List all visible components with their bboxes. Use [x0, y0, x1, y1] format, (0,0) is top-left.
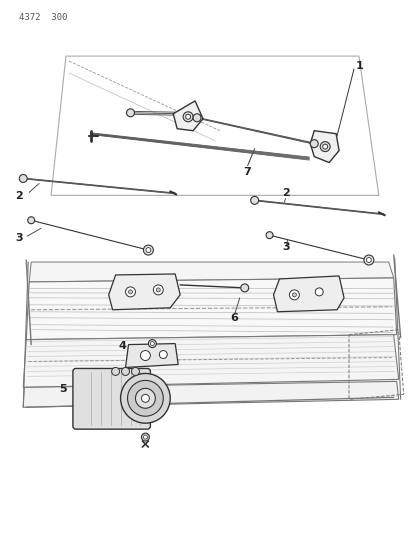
Polygon shape [108, 274, 180, 310]
Circle shape [292, 293, 296, 297]
Circle shape [120, 374, 170, 423]
Polygon shape [173, 101, 202, 131]
Circle shape [289, 290, 299, 300]
Circle shape [28, 217, 35, 224]
Circle shape [193, 114, 200, 122]
Circle shape [363, 255, 373, 265]
Polygon shape [29, 262, 393, 282]
Text: 2: 2 [15, 191, 23, 201]
Polygon shape [23, 335, 398, 387]
Circle shape [140, 351, 150, 360]
Circle shape [126, 109, 134, 117]
Circle shape [141, 433, 149, 441]
Circle shape [128, 290, 132, 294]
Polygon shape [26, 278, 396, 340]
Circle shape [156, 288, 160, 292]
Circle shape [143, 245, 153, 255]
Circle shape [121, 367, 129, 375]
Circle shape [135, 389, 155, 408]
Circle shape [322, 144, 327, 149]
Polygon shape [273, 276, 343, 312]
Text: 2: 2 [282, 188, 290, 198]
Polygon shape [310, 131, 338, 163]
Circle shape [148, 340, 156, 348]
Circle shape [150, 342, 154, 345]
Circle shape [265, 232, 272, 239]
FancyBboxPatch shape [73, 368, 150, 429]
Text: 7: 7 [243, 167, 251, 177]
Text: 4372  300: 4372 300 [19, 13, 67, 22]
Circle shape [127, 381, 163, 416]
Text: 3: 3 [15, 233, 23, 243]
Text: 3: 3 [282, 242, 290, 252]
Circle shape [319, 142, 329, 151]
Circle shape [310, 140, 317, 148]
Circle shape [183, 112, 193, 122]
Circle shape [315, 288, 322, 296]
Text: 6: 6 [229, 313, 237, 323]
Circle shape [185, 114, 190, 119]
Circle shape [125, 287, 135, 297]
Circle shape [250, 196, 258, 204]
Circle shape [143, 435, 147, 439]
Polygon shape [125, 344, 178, 367]
Circle shape [159, 351, 167, 359]
Circle shape [111, 367, 119, 375]
Circle shape [153, 285, 163, 295]
Circle shape [141, 394, 149, 402]
Circle shape [366, 257, 371, 263]
Polygon shape [23, 382, 398, 407]
Text: 4: 4 [118, 341, 126, 351]
Text: 1: 1 [355, 61, 363, 71]
Circle shape [240, 284, 248, 292]
Text: 5: 5 [59, 384, 66, 394]
Circle shape [131, 367, 139, 375]
Circle shape [146, 248, 151, 253]
Circle shape [19, 174, 27, 182]
